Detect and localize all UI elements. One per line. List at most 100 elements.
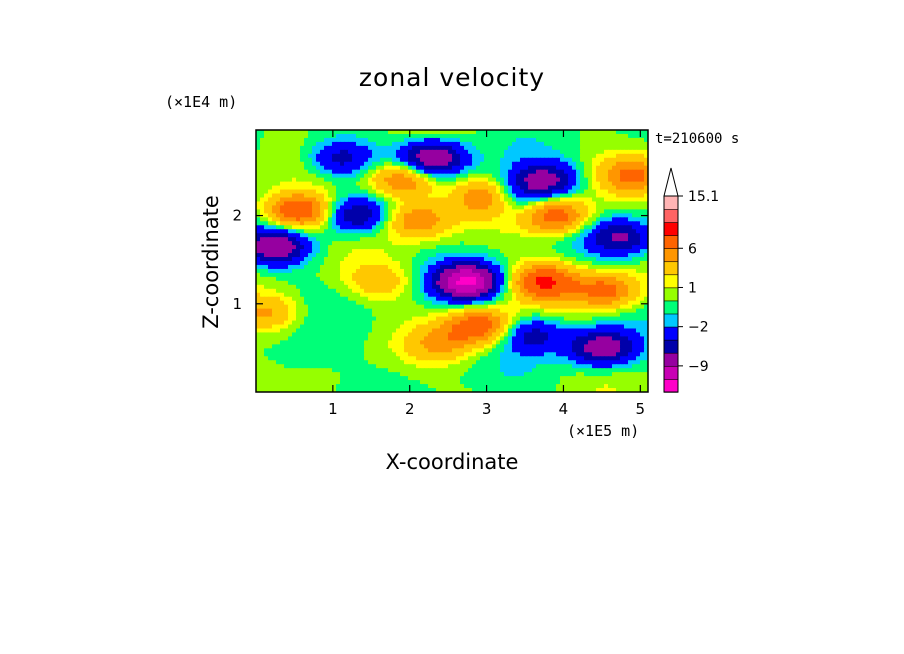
heat-cell xyxy=(496,137,501,143)
heat-cell xyxy=(404,324,409,330)
heat-cell xyxy=(584,197,589,203)
heat-cell xyxy=(492,328,497,334)
heat-cell xyxy=(524,253,529,258)
heat-cell xyxy=(264,181,269,187)
heat-cell xyxy=(348,249,353,254)
heat-cell xyxy=(580,261,585,266)
heat-cell xyxy=(632,253,637,258)
heat-cell xyxy=(380,193,385,199)
heat-cell xyxy=(512,133,517,139)
heat-cell xyxy=(596,261,601,266)
heat-cell xyxy=(508,213,513,218)
heat-cell xyxy=(644,133,648,139)
heat-cell xyxy=(492,241,497,246)
heat-cell xyxy=(368,300,373,306)
heat-cell xyxy=(296,137,301,143)
heat-cell xyxy=(376,205,381,210)
time-label: t=210600 s xyxy=(655,131,739,147)
heat-cell xyxy=(376,161,381,167)
heat-cell xyxy=(604,237,609,242)
heat-cell xyxy=(524,308,529,314)
heat-cell xyxy=(276,197,281,203)
heat-cell xyxy=(544,137,549,143)
heat-cell xyxy=(500,284,505,290)
heat-cell xyxy=(464,165,469,171)
heat-cell xyxy=(388,280,393,286)
heat-cell xyxy=(644,141,648,147)
heat-cell xyxy=(592,197,597,203)
heat-cell xyxy=(276,308,281,314)
heat-cell xyxy=(456,276,461,282)
heat-cell xyxy=(432,233,437,238)
heat-cell xyxy=(528,300,533,306)
heat-cell xyxy=(608,153,613,159)
heat-cell xyxy=(500,177,505,183)
heat-cell xyxy=(596,209,601,214)
heat-cell xyxy=(452,165,457,171)
heat-cell xyxy=(488,249,493,254)
heat-cell xyxy=(560,197,565,203)
heat-cell xyxy=(628,245,633,250)
heat-cell xyxy=(616,328,621,334)
heat-cell xyxy=(388,205,393,210)
heat-cell xyxy=(456,257,461,262)
heat-cell xyxy=(364,141,369,147)
heat-cell xyxy=(524,173,529,179)
heat-cell xyxy=(556,209,561,214)
heat-cell xyxy=(260,316,265,322)
heat-cell xyxy=(476,185,481,191)
heat-cell xyxy=(316,288,321,294)
heat-cell xyxy=(256,197,261,203)
heat-cell xyxy=(376,241,381,246)
heat-cell xyxy=(364,304,369,310)
heat-cell xyxy=(520,276,525,282)
heat-cell xyxy=(256,149,261,155)
heat-cell xyxy=(476,229,481,234)
heat-cell xyxy=(284,193,289,199)
heat-cell xyxy=(564,316,569,322)
heat-cell xyxy=(328,324,333,330)
heat-cell xyxy=(428,161,433,167)
heat-cell xyxy=(512,149,517,155)
heat-cell xyxy=(472,316,477,322)
heat-cell xyxy=(376,173,381,179)
heat-cell xyxy=(568,296,573,302)
heat-cell xyxy=(484,225,489,230)
heat-cell xyxy=(352,141,357,147)
heat-cell xyxy=(364,276,369,282)
heat-cell xyxy=(532,292,537,298)
heat-cell xyxy=(300,328,305,334)
heat-cell xyxy=(508,312,513,318)
heat-cell xyxy=(256,280,261,286)
heat-cell xyxy=(484,177,489,183)
heat-cell xyxy=(448,229,453,234)
heat-cell xyxy=(640,272,645,278)
heat-cell xyxy=(384,320,389,326)
heat-cell xyxy=(540,249,545,254)
heat-cell xyxy=(404,149,409,155)
heat-cell xyxy=(396,261,401,266)
heat-cell xyxy=(356,233,361,238)
heat-cell xyxy=(280,292,285,298)
heat-cell xyxy=(488,173,493,179)
heat-cell xyxy=(460,257,465,262)
heat-cell xyxy=(300,296,305,302)
heat-cell xyxy=(408,308,413,314)
heat-cell xyxy=(404,201,409,207)
heat-cell xyxy=(624,169,629,175)
heat-cell xyxy=(380,169,385,175)
heat-cell xyxy=(564,284,569,290)
heat-cell xyxy=(644,177,648,183)
heat-cell xyxy=(344,185,349,191)
heat-cell xyxy=(260,320,265,326)
heat-cell xyxy=(620,181,625,187)
heat-cell xyxy=(320,245,325,250)
heat-cell xyxy=(492,249,497,254)
heat-cell xyxy=(576,229,581,234)
heat-cell xyxy=(328,237,333,242)
heat-cell xyxy=(516,161,521,167)
heat-cell xyxy=(320,272,325,278)
heat-cell xyxy=(364,185,369,191)
heat-cell xyxy=(444,225,449,230)
heat-cell xyxy=(348,213,353,218)
